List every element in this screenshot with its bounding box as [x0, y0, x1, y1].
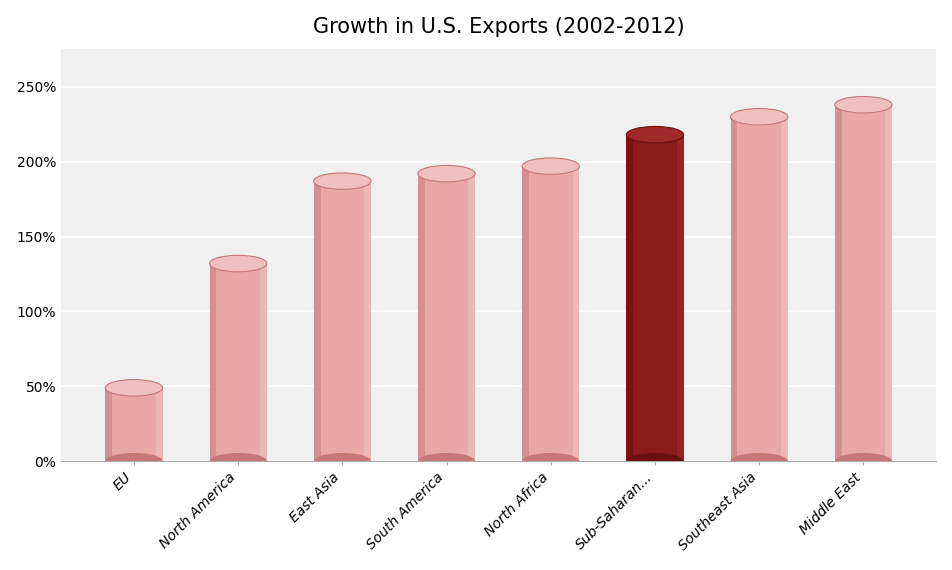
Ellipse shape [730, 453, 787, 470]
Ellipse shape [522, 158, 579, 174]
Bar [418, 174, 475, 461]
Ellipse shape [313, 453, 370, 470]
Ellipse shape [106, 453, 163, 470]
Bar [522, 166, 579, 461]
Ellipse shape [418, 165, 475, 182]
Bar [209, 263, 216, 461]
Bar [625, 135, 632, 461]
Bar [418, 174, 425, 461]
Bar [730, 117, 787, 461]
Bar [834, 105, 891, 461]
Bar [572, 166, 579, 461]
Bar [260, 263, 267, 461]
Ellipse shape [313, 173, 370, 189]
Title: Growth in U.S. Exports (2002-2012): Growth in U.S. Exports (2002-2012) [312, 17, 684, 36]
Bar [364, 181, 370, 461]
Ellipse shape [730, 108, 787, 125]
Bar [780, 117, 787, 461]
Bar [106, 388, 163, 461]
Bar [730, 117, 737, 461]
Bar [625, 135, 683, 461]
Bar [884, 105, 891, 461]
Ellipse shape [625, 453, 683, 470]
Bar [522, 166, 528, 461]
Bar [209, 263, 267, 461]
Ellipse shape [522, 453, 579, 470]
Bar [313, 181, 370, 461]
Ellipse shape [625, 127, 683, 143]
Bar [106, 388, 112, 461]
Ellipse shape [209, 453, 267, 470]
Ellipse shape [209, 255, 267, 272]
Bar [467, 174, 475, 461]
Bar [676, 135, 683, 461]
Ellipse shape [106, 380, 163, 396]
Bar [834, 105, 841, 461]
Ellipse shape [834, 96, 891, 113]
Bar [155, 388, 163, 461]
Bar [313, 181, 320, 461]
Ellipse shape [834, 453, 891, 470]
Ellipse shape [418, 453, 475, 470]
